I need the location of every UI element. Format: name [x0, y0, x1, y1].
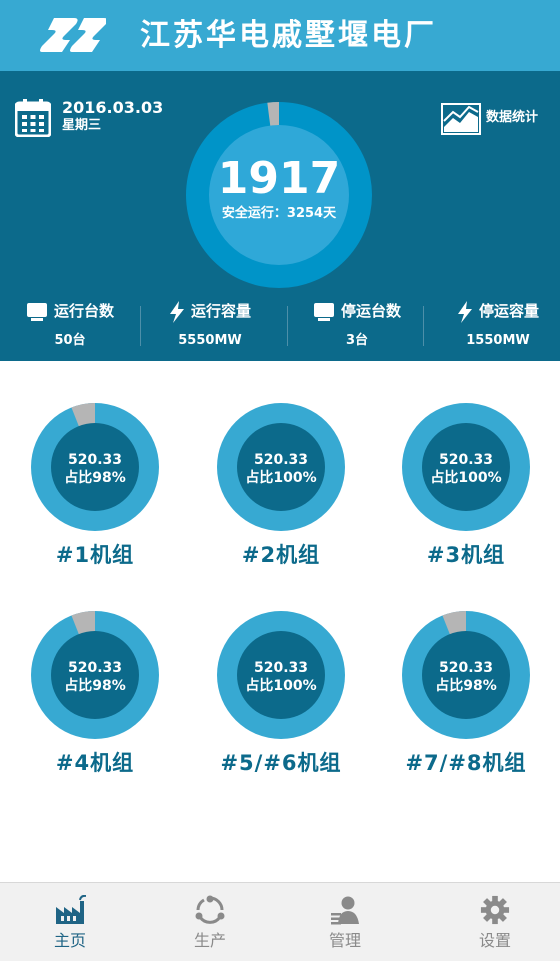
tab-label: 生产	[193, 931, 226, 950]
unit-card-5[interactable]: 520.33 占比100% #5/#6机组	[201, 610, 361, 810]
main-number: 1917	[217, 153, 341, 204]
unit-value: 520.33	[253, 452, 309, 468]
unit-ring-chart	[402, 611, 530, 739]
chart-stats-icon[interactable]	[441, 103, 481, 135]
cycle-icon	[195, 895, 225, 924]
tab-home[interactable]: 主页	[0, 883, 140, 961]
stat-label: 运行台数	[53, 302, 114, 320]
unit-ring-chart	[217, 403, 345, 531]
unit-card-4[interactable]: 520.33 占比98% #4机组	[15, 610, 175, 810]
unit-card-3[interactable]: 520.33 占比100% #3机组	[386, 402, 546, 602]
unit-name: #4机组	[55, 751, 135, 775]
unit-value: 520.33	[67, 452, 123, 468]
stat-value: 3台	[345, 333, 369, 348]
unit-card-2[interactable]: 520.33 占比100% #2机组	[201, 402, 361, 602]
safe-run-days: 安全运行：3254天	[221, 206, 337, 221]
unit-ring-chart	[31, 611, 159, 739]
unit-value: 520.33	[438, 452, 494, 468]
tab-management[interactable]: 管理	[275, 883, 415, 961]
stat-divider	[140, 306, 141, 346]
tab-label: 管理	[328, 931, 361, 950]
monitor-icon	[26, 302, 47, 321]
safety-ring-chart	[186, 101, 372, 288]
app-title: 江苏华电戚墅堰电厂	[140, 18, 437, 53]
unit-card-1[interactable]: 520.33 占比98% #1机组	[15, 402, 175, 602]
user-manage-icon	[331, 896, 359, 925]
unit-ratio: 占比100%	[430, 470, 502, 486]
stat-stopped-count: 停运台数 3台	[287, 299, 427, 355]
unit-ring-chart	[31, 403, 159, 531]
unit-name: #5/#6机组	[220, 751, 342, 775]
company-logo-icon	[40, 18, 106, 52]
unit-card-6[interactable]: 520.33 占比98% #7/#8机组	[386, 610, 546, 810]
unit-name: #7/#8机组	[405, 751, 527, 775]
unit-ratio: 占比98%	[64, 470, 126, 486]
unit-ratio: 占比98%	[64, 678, 126, 694]
stat-stopped-capacity: 停运容量 1550MW	[428, 299, 560, 355]
unit-name: #1机组	[55, 543, 135, 567]
tab-production[interactable]: 生产	[140, 883, 280, 961]
stat-running-capacity: 运行容量 5550MW	[140, 299, 280, 355]
tab-label: 设置	[478, 931, 511, 950]
factory-icon	[56, 895, 86, 924]
lightning-icon	[457, 300, 472, 323]
unit-value: 520.33	[67, 660, 123, 676]
unit-ring-chart	[402, 403, 530, 531]
unit-name: #3机组	[426, 543, 506, 567]
calendar-icon	[15, 99, 51, 137]
unit-name: #2机组	[241, 543, 321, 567]
tab-settings[interactable]: 设置	[425, 883, 560, 961]
stat-value: 5550MW	[178, 333, 242, 348]
stat-divider	[287, 306, 288, 346]
stat-label: 停运容量	[478, 302, 539, 320]
current-date: 2016.03.03	[62, 98, 164, 117]
unit-ring-chart	[217, 611, 345, 739]
app-header: 江苏华电戚墅堰电厂	[0, 0, 560, 71]
unit-ratio: 占比100%	[245, 678, 317, 694]
stat-divider	[423, 306, 424, 346]
unit-ratio: 占比98%	[435, 678, 497, 694]
stat-label: 运行容量	[190, 302, 251, 320]
gear-icon	[480, 895, 510, 925]
current-weekday: 星期三	[62, 118, 102, 133]
monitor-icon	[313, 302, 334, 321]
summary-panel: 2016.03.03 星期三 数据统计 1917 安全运行：3254天 运行台数…	[0, 71, 560, 361]
stat-running-count: 运行台数 50台	[0, 299, 140, 355]
stat-value: 1550MW	[466, 333, 530, 348]
bottom-tab-bar: 主页 生产 管理	[0, 882, 560, 961]
data-stats-link[interactable]: 数据统计	[486, 110, 539, 125]
stat-label: 停运台数	[340, 302, 401, 320]
stat-value: 50台	[54, 333, 86, 348]
unit-value: 520.33	[253, 660, 309, 676]
tab-label: 主页	[53, 931, 86, 950]
unit-ratio: 占比100%	[245, 470, 317, 486]
unit-value: 520.33	[438, 660, 494, 676]
lightning-icon	[169, 300, 184, 323]
